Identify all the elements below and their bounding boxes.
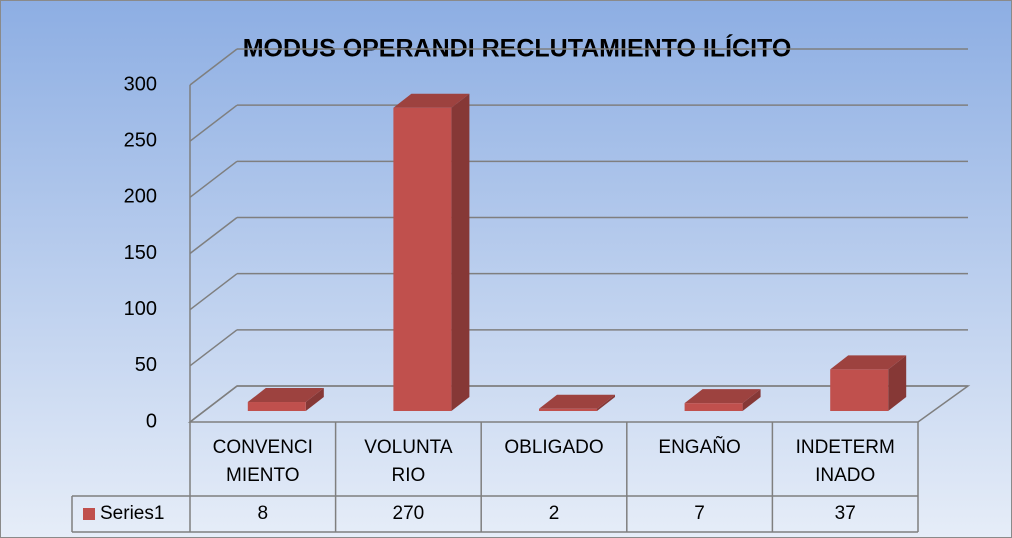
bar [247,388,324,411]
grid-line [189,385,238,423]
y-tick-label: 300 [124,73,157,95]
x-tick-label: CONVENCI MIENTO [213,437,313,486]
bar [830,355,907,411]
y-tick-label: 50 [135,354,157,376]
bar-side [597,394,615,411]
y-tick-label: 100 [124,298,157,320]
bar-side [888,355,907,411]
x-tick-label: INDETERM INADO [796,437,895,486]
bar-side [742,389,761,411]
bar [684,389,761,411]
grid-line [189,104,238,142]
bar-front [393,107,452,411]
bar [393,93,470,411]
bar-side [451,93,470,411]
legend-key [83,508,95,520]
data-table-value: 8 [258,503,269,524]
bar-side [305,388,324,411]
data-table-value: 37 [835,503,856,524]
y-tick-label: 0 [146,410,157,432]
y-tick-label: 200 [124,186,157,208]
chart-title: MODUS OPERANDI RECLUTAMIENTO ILÍCITO [243,34,792,63]
bar-top [684,389,761,404]
data-table-value: 7 [694,503,705,524]
data-table-value: 270 [393,503,425,524]
grid-line [189,48,238,86]
bar-front [539,408,597,411]
grid-line [189,160,238,198]
y-tick-label: 150 [124,242,157,264]
y-tick-label: 250 [124,129,157,151]
x-tick-label: OBLIGADO [504,437,603,458]
bar-front [830,369,889,411]
x-tick-label: ENGAÑO [658,436,740,458]
grid-line [189,216,238,255]
bar-front [247,402,306,411]
bar-top [539,394,615,409]
bar-front [684,403,743,411]
bar [539,394,615,411]
grid-line [189,273,238,311]
grid-line [189,329,238,367]
data-table-value: 2 [549,503,560,524]
bar-top [830,355,907,370]
bar-top [247,388,324,403]
x-tick-label: VOLUNTA RIO [364,437,453,486]
bar-top [393,93,470,108]
legend-label: Series1 [100,503,164,524]
